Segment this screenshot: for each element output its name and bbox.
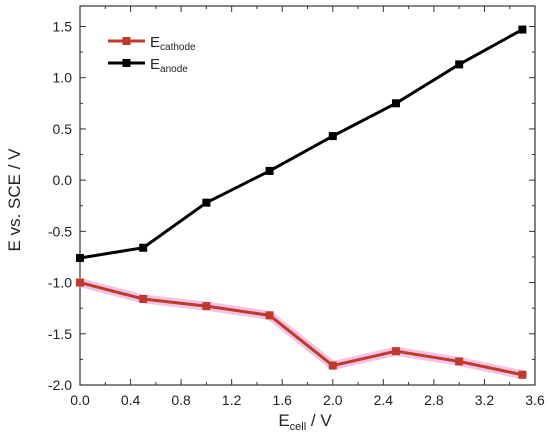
series-cathode: [75, 278, 527, 380]
series-line: [79, 281, 523, 377]
data-point-marker: [391, 347, 400, 356]
data-point-marker: [202, 198, 211, 207]
data-point-marker: [76, 278, 84, 287]
legend-label-main: E: [150, 56, 160, 73]
legend-label: Ecathode: [150, 34, 196, 53]
series-line: [79, 28, 524, 260]
data-point-marker: [455, 357, 464, 366]
plot-frame: [79, 5, 536, 386]
y-tick-label: 0.0: [53, 172, 73, 188]
data-point-marker: [328, 361, 337, 370]
x-tick-label: 2.8: [424, 392, 444, 408]
legend-item-anode: Eanode: [108, 56, 188, 75]
x-tick-label: 1.6: [272, 392, 292, 408]
axis-ticks: [79, 6, 536, 386]
data-point-marker: [139, 243, 148, 252]
data-point-marker: [518, 25, 527, 34]
x-tick-label: 2.4: [374, 392, 394, 408]
y-tick-label: -1.0: [48, 275, 72, 291]
x-axis-title-sub: cell: [290, 421, 307, 433]
x-axis-title: Ecell / V: [278, 411, 332, 433]
legend-marker: [122, 59, 131, 67]
data-point-marker: [518, 370, 527, 379]
x-tick-label: 0.0: [70, 392, 90, 408]
y-tick-label: 0.5: [53, 121, 73, 137]
x-tick-label: 3.6: [525, 392, 545, 408]
legend-label-sub: anode: [160, 64, 188, 75]
x-tick-label: 1.2: [222, 392, 242, 408]
x-axis-title-main: E: [278, 411, 289, 430]
y-tick-label: -1.5: [48, 326, 72, 342]
data-point-marker: [76, 253, 84, 262]
data-point-marker: [139, 294, 148, 303]
y-tick-label: 1.0: [53, 70, 73, 86]
data-point-marker: [391, 99, 400, 108]
plot-border: [79, 5, 536, 386]
series-anode: [76, 25, 527, 262]
series-group: [75, 25, 527, 380]
x-tick-label: 0.8: [171, 392, 191, 408]
data-point-marker: [328, 132, 337, 141]
x-tick-label: 0.4: [121, 392, 141, 408]
legend-item-cathode: Ecathode: [108, 34, 196, 53]
x-tick-label: 2.0: [323, 392, 343, 408]
data-point-marker: [265, 166, 274, 175]
y-axis-title: E vs. SCE / V: [5, 148, 24, 252]
y-tick-label: -2.0: [48, 377, 72, 393]
y-tick-label: 1.5: [53, 18, 73, 34]
x-tick-label: 3.2: [475, 392, 495, 408]
legend-label: Eanode: [150, 56, 188, 75]
legend-label-sub: cathode: [160, 42, 196, 53]
data-point-marker: [202, 302, 211, 311]
data-point-marker: [455, 60, 464, 69]
y-tick-label: -0.5: [48, 223, 72, 239]
x-axis-title-unit: / V: [306, 411, 332, 430]
tick-labels: 0.0 0.4 0.8 1.2 1.6 2.0 2.4 2.8 3.2 3.6 -2.0 -1.5 -1…: [48, 18, 545, 408]
legend-marker: [122, 37, 131, 45]
data-point-marker: [265, 311, 274, 320]
legend-label-main: E: [150, 34, 160, 51]
